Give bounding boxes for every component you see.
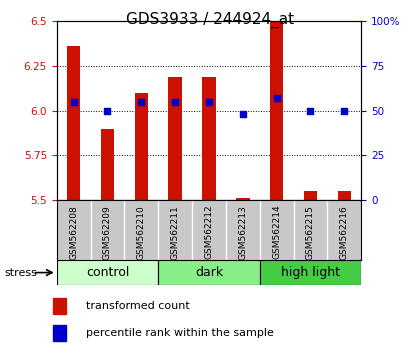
Point (307, 108, 314, 113)
Bar (236, 198, 249, 200)
Text: GSM562212: GSM562212 (205, 205, 213, 259)
Bar (338, 191, 351, 200)
Point (341, 108, 348, 113)
Text: high light: high light (281, 266, 340, 279)
Bar (53, 297, 66, 314)
Text: control: control (86, 266, 129, 279)
Text: GSM562215: GSM562215 (306, 205, 315, 259)
Text: GSM562214: GSM562214 (272, 205, 281, 259)
Bar (270, 21, 284, 200)
Point (273, 95, 280, 101)
Text: GSM562210: GSM562210 (137, 205, 146, 259)
Bar (134, 93, 148, 200)
Point (239, 112, 246, 117)
Text: GSM562209: GSM562209 (103, 205, 112, 259)
Point (172, 99, 178, 104)
Text: GSM562213: GSM562213 (238, 205, 247, 259)
Bar (101, 129, 114, 200)
Text: transformed count: transformed count (86, 301, 189, 311)
Text: stress: stress (4, 268, 37, 278)
Point (206, 99, 213, 104)
Text: GSM562211: GSM562211 (171, 205, 180, 259)
Point (70, 99, 77, 104)
FancyBboxPatch shape (57, 260, 158, 285)
Text: GSM562216: GSM562216 (340, 205, 349, 259)
Text: percentile rank within the sample: percentile rank within the sample (86, 328, 274, 338)
Bar (202, 77, 216, 200)
Bar (67, 46, 80, 200)
Point (138, 99, 144, 104)
Bar (53, 325, 66, 341)
Bar (168, 77, 182, 200)
Point (104, 108, 111, 113)
Bar (304, 191, 317, 200)
Text: GDS3933 / 244924_at: GDS3933 / 244924_at (126, 12, 294, 28)
FancyBboxPatch shape (260, 260, 361, 285)
Text: GSM562208: GSM562208 (69, 205, 78, 259)
Text: dark: dark (195, 266, 223, 279)
FancyBboxPatch shape (158, 260, 260, 285)
